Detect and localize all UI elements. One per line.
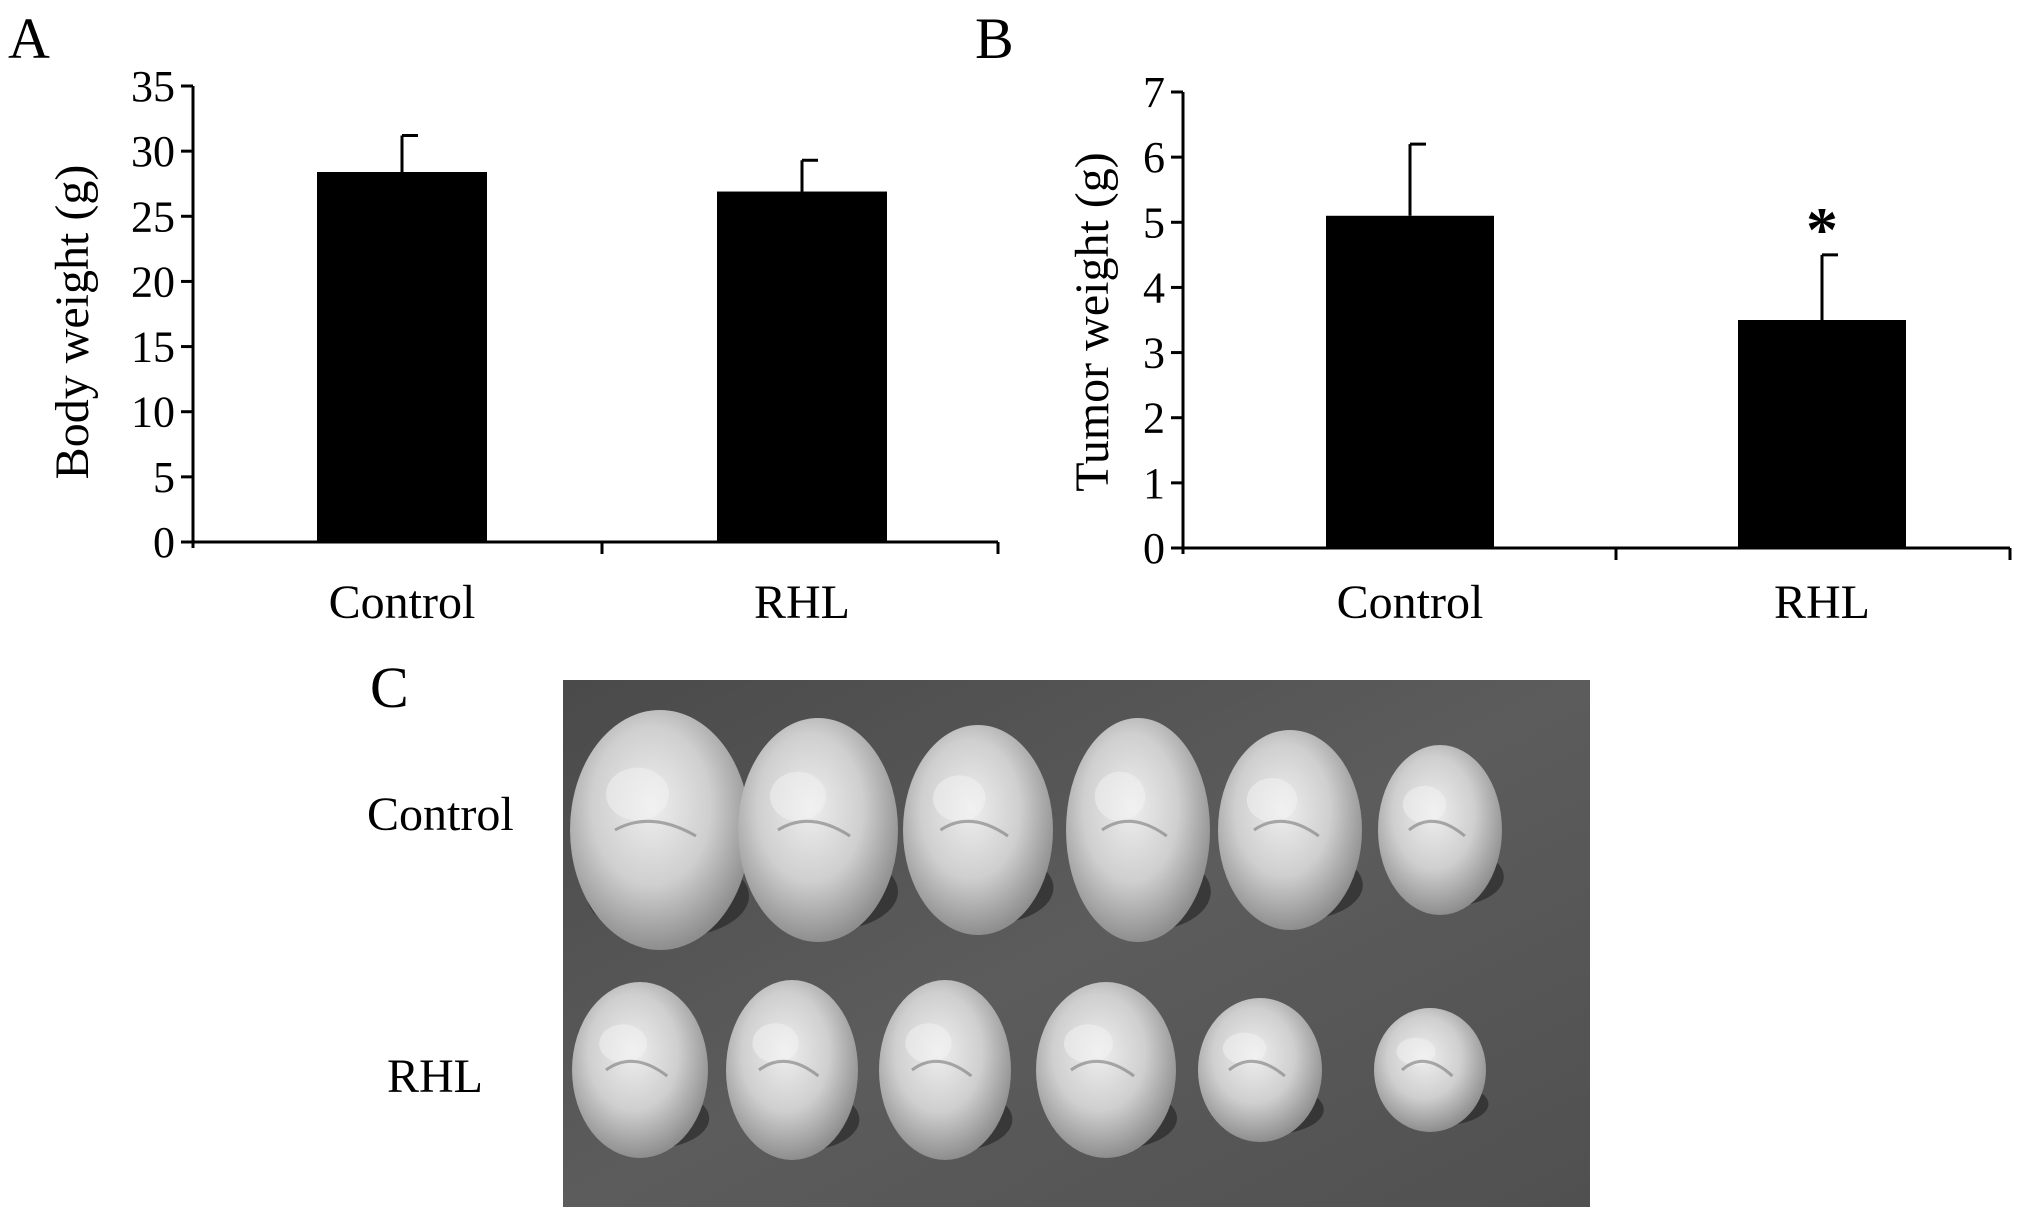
panel-c-tumor-photo: C Control RHL <box>367 655 1590 1207</box>
y-tick-label: 7 <box>1143 68 1165 117</box>
panel-b-y-ticks: 0 1 2 3 4 5 6 7 <box>1143 68 1183 573</box>
photo-row-label-control: Control <box>367 788 514 841</box>
significance-asterisk: * <box>1806 194 1838 265</box>
photo-row-label-rhl: RHL <box>387 1050 483 1103</box>
panel-c-letter: C <box>370 655 409 720</box>
category-label-rhl: RHL <box>1774 576 1870 629</box>
panel-b-category-labels: Control RHL <box>1337 576 1870 629</box>
y-tick-label: 0 <box>153 518 175 567</box>
panel-b-letter: B <box>975 6 1014 71</box>
panel-b-axes <box>1177 92 2012 560</box>
category-label-control: Control <box>329 576 476 629</box>
panel-a-y-ticks: 0 5 10 15 20 25 30 35 <box>131 62 193 567</box>
y-tick-label: 25 <box>131 192 175 241</box>
bar-rhl <box>717 191 887 542</box>
tumor-specimen <box>1374 1008 1489 1132</box>
panel-a-body-weight-chart: A Body weight (g) 0 5 10 15 20 25 30 35 Control… <box>8 6 1000 629</box>
panel-b-bars: * <box>1326 142 1906 548</box>
panel-a-axes <box>187 86 1000 554</box>
tumor-specimen <box>738 718 898 942</box>
y-tick-label: 1 <box>1143 459 1165 508</box>
tumor-specimen <box>1218 730 1363 930</box>
y-tick-label: 2 <box>1143 394 1165 443</box>
y-tick-label: 15 <box>131 323 175 372</box>
bar-rhl <box>1738 320 1906 548</box>
tumor-specimen <box>1066 718 1211 942</box>
tumor-specimen <box>1198 998 1324 1142</box>
tumor-specimen <box>572 982 710 1158</box>
y-tick-label: 30 <box>131 127 175 176</box>
tumor-specimen <box>1036 982 1177 1158</box>
panel-a-category-labels: Control RHL <box>329 576 850 629</box>
panel-b-tumor-weight-chart: B Tumor weight (g) 0 1 2 3 4 5 6 7 * Control RHL <box>975 6 2012 629</box>
panel-a-y-axis-title: Body weight (g) <box>46 165 99 480</box>
y-tick-label: 4 <box>1143 263 1165 312</box>
y-tick-label: 3 <box>1143 329 1165 378</box>
panel-a-bars <box>317 134 887 542</box>
y-tick-label: 5 <box>1143 198 1165 247</box>
y-tick-label: 0 <box>1143 524 1165 573</box>
y-tick-label: 6 <box>1143 133 1165 182</box>
tumor-specimen <box>726 980 860 1160</box>
category-label-rhl: RHL <box>754 576 850 629</box>
panel-a-letter: A <box>8 6 50 71</box>
tumor-specimen <box>879 980 1013 1160</box>
bar-control <box>1326 215 1494 548</box>
y-tick-label: 35 <box>131 62 175 111</box>
y-tick-label: 5 <box>153 453 175 502</box>
bar-control <box>317 171 487 542</box>
y-tick-label: 10 <box>131 388 175 437</box>
tumor-specimen <box>903 725 1054 935</box>
tumor-specimens <box>570 710 1504 1160</box>
tumor-specimen <box>1378 745 1504 915</box>
panel-b-y-axis-title: Tumor weight (g) <box>1066 152 1119 492</box>
y-tick-label: 20 <box>131 257 175 306</box>
tumor-specimen <box>570 710 750 950</box>
category-label-control: Control <box>1337 576 1484 629</box>
